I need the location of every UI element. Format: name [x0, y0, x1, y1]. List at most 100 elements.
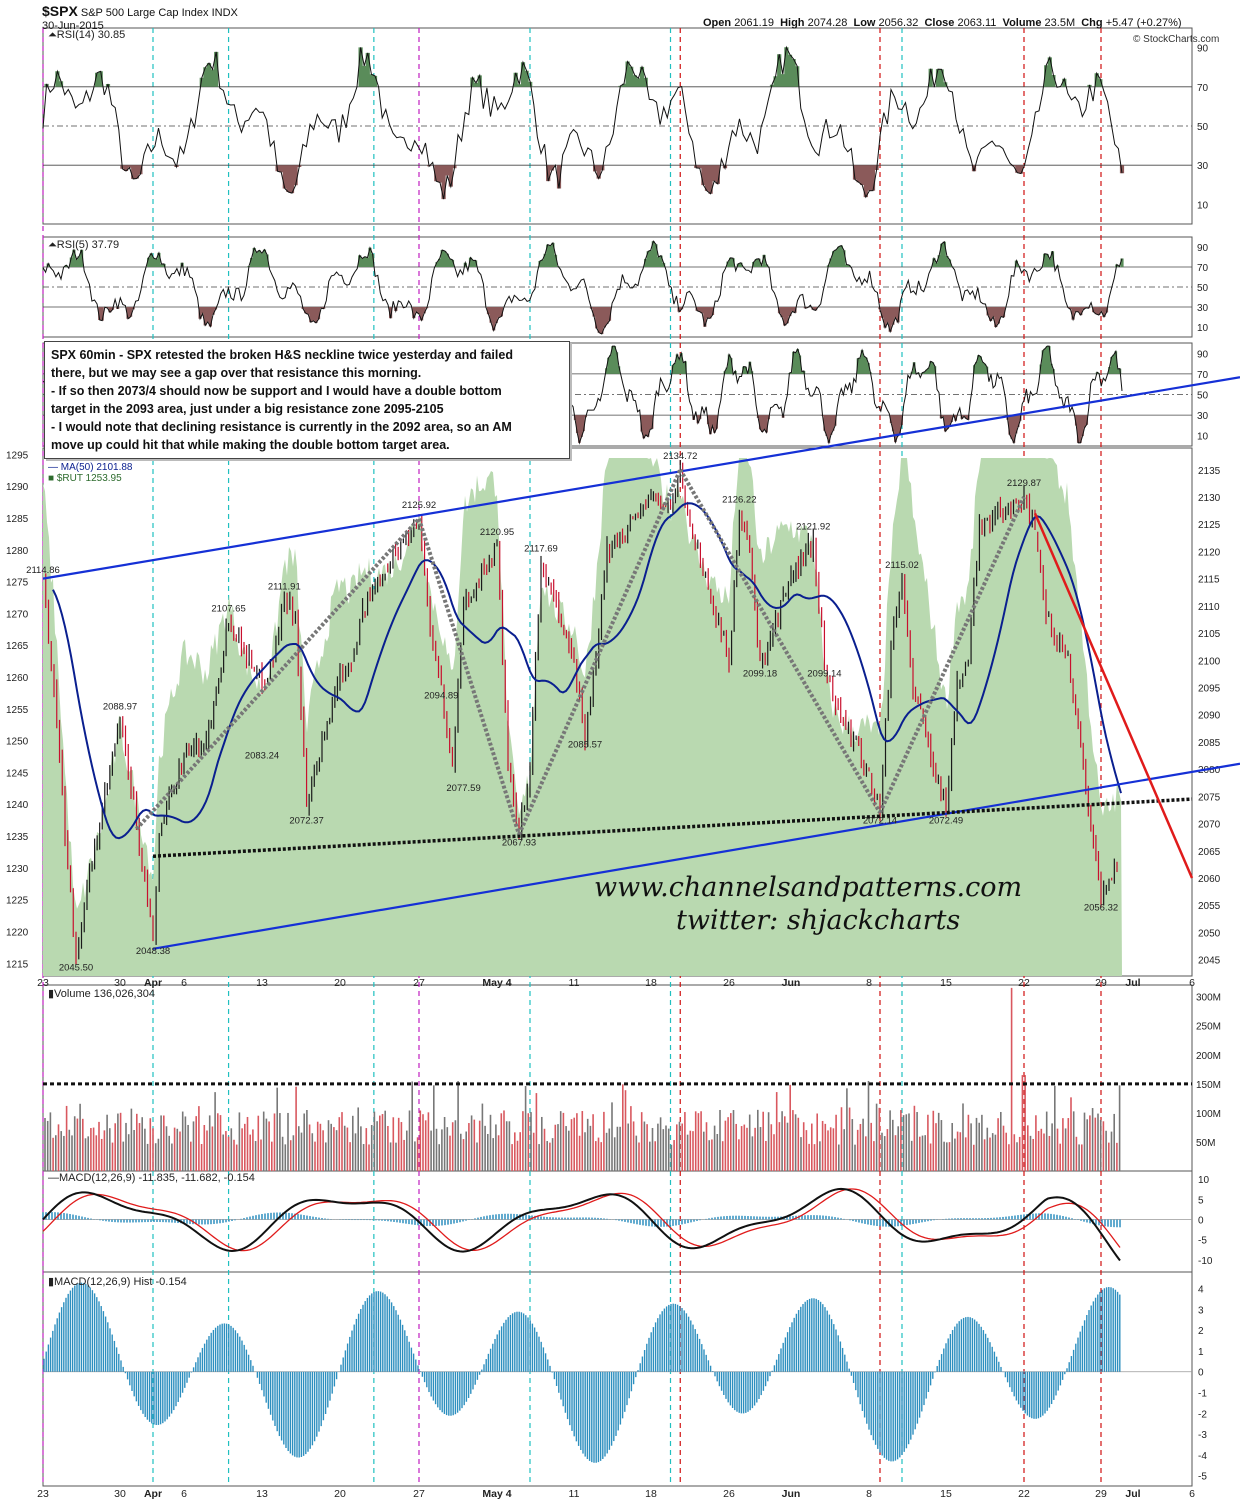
declining-resistance-line: [1033, 512, 1194, 879]
price-label: 2120.95: [480, 527, 514, 538]
x-axis-label: 20: [334, 1488, 346, 1500]
price-label: 2115.02: [885, 560, 919, 571]
price-tick-right: 2115: [1198, 575, 1220, 586]
price-tick-left: 1225: [6, 896, 29, 907]
price-label: 2088.97: [103, 701, 137, 712]
price-tick-left: 1215: [6, 959, 29, 970]
volume-tick: 50M: [1196, 1138, 1215, 1149]
x-axis-label: Jul: [1125, 1488, 1140, 1500]
x-axis-label: Jun: [782, 1488, 801, 1500]
stockcharts-credit: © StockCharts.com: [1133, 34, 1220, 45]
price-label: 2085.57: [568, 739, 602, 750]
x-axis-label: 11: [569, 977, 580, 989]
hist-tick: 4: [1198, 1285, 1204, 1296]
x-axis-label: 13: [256, 977, 268, 989]
y-tick-label: 90: [1197, 349, 1209, 360]
price-label: 2083.24: [245, 750, 279, 761]
price-tick-right: 2055: [1198, 901, 1221, 912]
price-label: 2048.38: [136, 946, 170, 957]
y-tick-label: 10: [1197, 323, 1209, 334]
price-tick-left: 1290: [6, 482, 29, 493]
y-tick-label: 30: [1197, 411, 1209, 422]
y-tick-label: 70: [1197, 83, 1209, 94]
price-tick-right: 2065: [1198, 847, 1221, 858]
price-label: 2094.89: [424, 690, 458, 701]
note-line: - I would note that declining resistance…: [51, 420, 512, 434]
x-axis-label: 15: [940, 1488, 952, 1500]
low-value: 2056.32: [878, 17, 919, 29]
note-line: SPX 60min - SPX retested the broken H&S …: [51, 348, 513, 362]
x-axis-label: May 4: [482, 977, 511, 989]
price-tick-right: 2135: [1198, 466, 1221, 477]
hist-tick: 3: [1198, 1305, 1204, 1316]
price-tick-left: 1265: [6, 641, 29, 652]
price-tick-left: 1245: [6, 768, 29, 779]
price-tick-left: 1220: [6, 927, 29, 938]
hs-neckline: [152, 797, 1193, 858]
volume-tick: 250M: [1196, 1022, 1221, 1033]
x-axis-label: 27: [413, 1488, 425, 1500]
macd-line: [42, 1187, 1121, 1262]
x-axis-label: 6: [181, 977, 187, 989]
x-axis-label: Jul: [1125, 977, 1140, 989]
price-label: 2045.50: [59, 963, 93, 974]
x-axis-label: 20: [334, 977, 346, 989]
price-tick-right: 2085: [1198, 738, 1221, 749]
x-axis-label: 30: [114, 977, 126, 989]
x-axis-label: 22: [1018, 1488, 1030, 1500]
open-value: 2061.19: [734, 17, 774, 29]
hist-tick: 2: [1198, 1326, 1204, 1337]
security-name: S&P 500 Large Cap Index: [80, 7, 209, 19]
price-tick-right: 2105: [1198, 629, 1221, 640]
macd-legend: —MACD(12,26,9) -11.835, -11.682, -0.154: [48, 1172, 255, 1184]
y-tick-label: 50: [1197, 391, 1209, 402]
watermark-site: www.channelsandpatterns.com: [594, 872, 1023, 903]
x-axis-label: 13: [256, 1488, 268, 1500]
upper-channel-line: [42, 376, 1240, 580]
price-tick-right: 2060: [1198, 874, 1221, 885]
x-axis-label: 6: [1189, 1488, 1195, 1500]
rsi14-legend: ⏶RSI(14) 30.85: [48, 29, 125, 41]
y-tick-label: 70: [1197, 370, 1209, 381]
x-axis-label: May 4: [482, 1488, 511, 1500]
close-value: 2063.11: [957, 17, 997, 29]
x-axis-label: 23: [37, 977, 49, 989]
x-axis-label: 11: [569, 1488, 580, 1500]
price-tick-left: 1295: [6, 450, 29, 461]
volume-tick: 100M: [1196, 1109, 1221, 1120]
x-axis-label: 18: [645, 1488, 657, 1500]
price-tick-right: 2120: [1198, 547, 1221, 558]
price-label: 2129.87: [1007, 478, 1041, 489]
y-tick-label: 30: [1197, 303, 1209, 314]
y-tick-label: 10: [1197, 432, 1209, 443]
hist-tick: -2: [1198, 1409, 1207, 1420]
price-tick-right: 2045: [1198, 956, 1221, 967]
price-tick-right: 2070: [1198, 820, 1221, 831]
y-tick-label: 50: [1197, 283, 1209, 294]
price-label: 2111.91: [268, 582, 301, 593]
x-axis-label: 29: [1095, 1488, 1107, 1500]
y-tick-label: 30: [1197, 161, 1209, 172]
price-tick-left: 1235: [6, 832, 29, 843]
x-axis-label: 26: [723, 1488, 735, 1500]
price-label: 2114.86: [26, 565, 60, 576]
price-label: 2126.22: [722, 494, 756, 505]
hist-tick: -3: [1198, 1430, 1207, 1441]
y-tick-label: 70: [1197, 263, 1209, 274]
price-label: 2072.37: [289, 816, 323, 827]
price-tick-left: 1250: [6, 737, 29, 748]
volume-tick: 300M: [1196, 993, 1221, 1004]
chart-title-row: $SPX S&P 500 Large Cap Index INDX: [42, 3, 238, 19]
hs-pattern-line: [417, 518, 521, 836]
macd-tick: -5: [1198, 1236, 1207, 1247]
price-tick-left: 1240: [6, 800, 29, 811]
price-label: 2099.18: [743, 669, 777, 680]
watermark-twitter: twitter: shjackcharts: [676, 905, 961, 936]
price-label: 2056.32: [1084, 903, 1118, 914]
volume-tick: 200M: [1196, 1051, 1221, 1062]
price-tick-right: 2110: [1198, 602, 1220, 613]
price-label: 2077.59: [446, 783, 480, 794]
price-label: 2072.14: [863, 816, 897, 827]
x-axis-label: 29: [1095, 977, 1107, 989]
price-tick-right: 2075: [1198, 792, 1221, 803]
